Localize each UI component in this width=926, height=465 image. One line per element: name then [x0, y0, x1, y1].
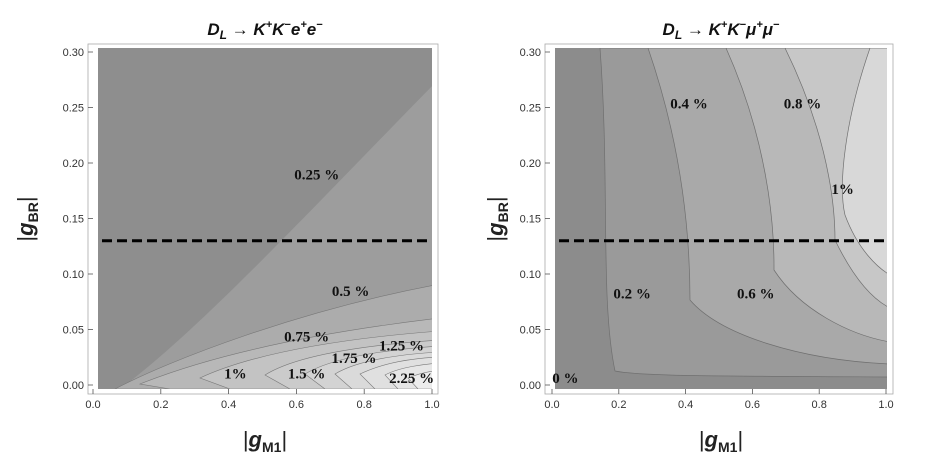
panel-left-frame: [87, 43, 439, 395]
panel-left-chart: DL → K+K−e+e− 0.25 % 0.5 % 0.75 % 1.25 %1.7…: [13, 19, 440, 455]
panel-right-x-label: |gM1|: [699, 427, 743, 455]
y-tick-label: 0.05: [520, 325, 541, 337]
x-tick-label: 0.6: [289, 399, 304, 411]
left-band-25: [407, 370, 432, 389]
y-tick-label: 0.15: [520, 214, 541, 226]
y-tick-label: 0.20: [520, 158, 541, 170]
panel-right-chart: DL → K+K−μ+μ− 0.4 % 0.8 %1%0.2 % 0.6 %0 % …: [483, 19, 894, 455]
contour-label: 1.75 %: [332, 351, 377, 367]
panel-left-contours: [98, 48, 432, 389]
x-tick-label: 0.2: [153, 399, 168, 411]
contour-label: 2.25 %: [389, 371, 434, 387]
contour-label: 1%: [224, 366, 247, 382]
y-tick-label: 0.10: [520, 269, 541, 281]
x-tick-label: 0.2: [611, 399, 626, 411]
panel-right-contours: [555, 48, 887, 389]
x-tick-label: 0.0: [85, 399, 100, 411]
y-tick-label: 0.20: [63, 158, 84, 170]
x-tick-label: 1.0: [878, 399, 893, 411]
right-band-1: [842, 48, 887, 274]
panel-right-y-label: |gBR|: [483, 196, 511, 241]
panel-right-frame: [544, 43, 894, 395]
contour-label: 0.75 %: [284, 330, 329, 346]
panel-left-y-ticks: 0.00 0.05 0.10 0.15 0.20 0.25 0.30: [63, 47, 93, 392]
contour-label: 0.4 %: [670, 97, 708, 113]
contour-label: 1.5 %: [288, 366, 326, 382]
y-tick-label: 0.05: [63, 325, 84, 337]
x-tick-label: 1.0: [424, 399, 439, 411]
x-tick-label: 0.8: [357, 399, 372, 411]
contour-label: 0.8 %: [784, 97, 822, 113]
panel-right-title: DL → K+K−μ+μ−: [663, 19, 780, 42]
y-tick-label: 0.10: [63, 269, 84, 281]
contour-label: 0 %: [552, 371, 578, 387]
contour-label: 1.25 %: [379, 339, 424, 355]
x-tick-label: 0.6: [745, 399, 760, 411]
y-tick-label: 0.25: [520, 103, 541, 115]
contour-label: 1%: [831, 182, 854, 198]
panel-left-y-label: |gBR|: [13, 196, 41, 241]
panel-right-x-ticks: 0.0 0.2 0.4 0.6 0.8 1.0: [544, 389, 894, 411]
y-tick-label: 0.25: [63, 103, 84, 115]
panel-left-x-ticks: 0.0 0.2 0.4 0.6 0.8 1.0: [85, 389, 440, 411]
x-tick-label: 0.4: [678, 399, 693, 411]
contour-label: 0.5 %: [332, 284, 370, 300]
panel-right-y-ticks: 0.00 0.05 0.10 0.15 0.20 0.25 0.30: [520, 47, 550, 392]
contour-label: 0.6 %: [737, 286, 775, 302]
contour-label: 0.2 %: [613, 286, 651, 302]
y-tick-label: 0.00: [520, 380, 541, 392]
panel-left-contour-labels: 0.25 % 0.5 % 0.75 % 1.25 %1.75 % 1% 1.5 % 2.25…: [224, 168, 434, 387]
x-tick-label: 0.8: [812, 399, 827, 411]
y-tick-label: 0.15: [63, 214, 84, 226]
y-tick-label: 0.30: [520, 47, 541, 59]
contour-label: 0.25 %: [294, 168, 339, 184]
panel-right-contour-labels: 0.4 % 0.8 % 1% 0.2 % 0.6 % 0 %: [552, 97, 854, 387]
y-tick-label: 0.00: [63, 380, 84, 392]
panel-left-title: DL → K+K−e+e−: [207, 19, 323, 42]
panel-left-x-label: |gM1|: [243, 427, 287, 455]
y-tick-label: 0.30: [63, 47, 84, 59]
x-tick-label: 0.4: [221, 399, 236, 411]
x-tick-label: 0.0: [544, 399, 559, 411]
